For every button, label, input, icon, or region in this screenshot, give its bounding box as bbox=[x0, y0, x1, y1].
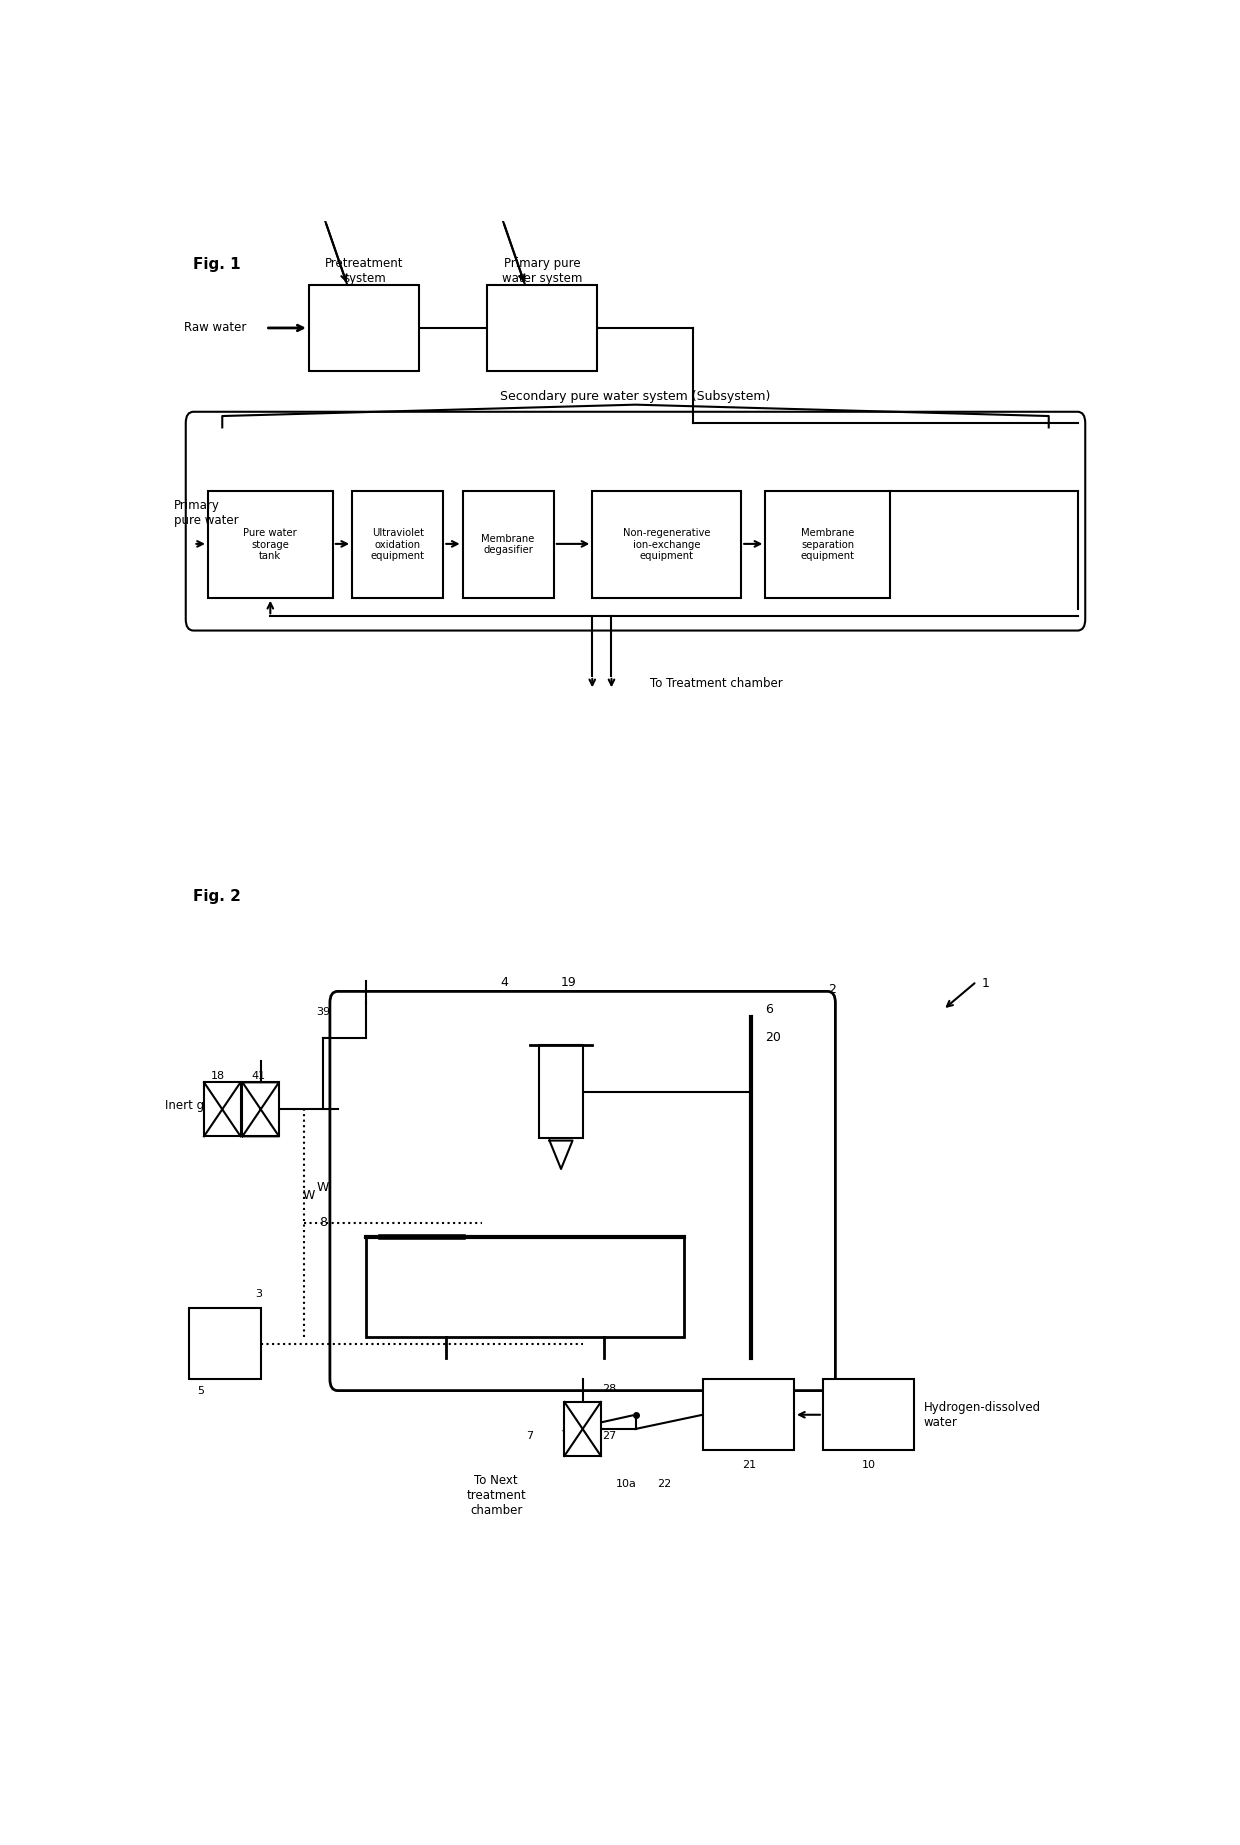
Text: 21: 21 bbox=[742, 1459, 756, 1470]
Text: Primary
pure water: Primary pure water bbox=[174, 498, 239, 526]
FancyBboxPatch shape bbox=[823, 1380, 914, 1450]
FancyBboxPatch shape bbox=[593, 491, 742, 598]
FancyBboxPatch shape bbox=[186, 411, 1085, 631]
Text: Fig. 2: Fig. 2 bbox=[193, 889, 242, 904]
Text: 10a: 10a bbox=[615, 1478, 636, 1489]
Text: 1: 1 bbox=[982, 978, 990, 991]
FancyBboxPatch shape bbox=[539, 1046, 583, 1138]
FancyBboxPatch shape bbox=[352, 491, 444, 598]
Text: Primary pure
water system: Primary pure water system bbox=[502, 256, 583, 284]
FancyBboxPatch shape bbox=[309, 286, 419, 371]
Text: W: W bbox=[317, 1181, 330, 1194]
FancyBboxPatch shape bbox=[703, 1380, 794, 1450]
FancyBboxPatch shape bbox=[243, 1083, 279, 1137]
Text: 2: 2 bbox=[828, 983, 836, 996]
Text: Membrane
separation
equipment: Membrane separation equipment bbox=[801, 528, 854, 561]
Text: Pure water
storage
tank: Pure water storage tank bbox=[243, 528, 298, 561]
FancyBboxPatch shape bbox=[205, 1083, 241, 1137]
FancyBboxPatch shape bbox=[330, 991, 836, 1391]
Text: 28: 28 bbox=[601, 1384, 616, 1395]
Text: To Treatment chamber: To Treatment chamber bbox=[650, 677, 782, 690]
Text: Inert gas: Inert gas bbox=[165, 1098, 217, 1111]
Text: Membrane
degasifier: Membrane degasifier bbox=[481, 533, 534, 555]
Text: 19: 19 bbox=[560, 976, 577, 989]
Text: 6: 6 bbox=[765, 1004, 773, 1017]
Text: 39: 39 bbox=[316, 1007, 330, 1017]
Text: 5: 5 bbox=[197, 1386, 205, 1397]
Text: Ultraviolet
oxidation
equipment: Ultraviolet oxidation equipment bbox=[371, 528, 424, 561]
Text: 8: 8 bbox=[319, 1216, 327, 1229]
FancyBboxPatch shape bbox=[564, 1402, 601, 1456]
Text: 4: 4 bbox=[500, 976, 508, 989]
FancyBboxPatch shape bbox=[463, 491, 554, 598]
Text: W: W bbox=[303, 1188, 315, 1201]
FancyBboxPatch shape bbox=[765, 491, 890, 598]
Text: 10: 10 bbox=[862, 1459, 875, 1470]
Text: 7: 7 bbox=[526, 1432, 533, 1441]
FancyBboxPatch shape bbox=[486, 286, 596, 371]
Text: Non-regenerative
ion-exchange
equipment: Non-regenerative ion-exchange equipment bbox=[622, 528, 711, 561]
Text: Pretreatment
system: Pretreatment system bbox=[325, 256, 404, 284]
Text: Secondary pure water system (Subsystem): Secondary pure water system (Subsystem) bbox=[500, 391, 771, 404]
Text: 3: 3 bbox=[255, 1290, 263, 1299]
Text: Raw water: Raw water bbox=[184, 321, 247, 334]
Text: 22: 22 bbox=[657, 1478, 671, 1489]
FancyBboxPatch shape bbox=[188, 1308, 260, 1380]
Text: 20: 20 bbox=[765, 1031, 781, 1044]
Text: Fig. 1: Fig. 1 bbox=[193, 256, 241, 271]
FancyBboxPatch shape bbox=[367, 1238, 683, 1336]
FancyBboxPatch shape bbox=[208, 491, 332, 598]
Text: 18: 18 bbox=[211, 1070, 224, 1081]
Text: 41: 41 bbox=[252, 1070, 265, 1081]
Text: 27: 27 bbox=[601, 1432, 616, 1441]
Text: To Next
treatment
chamber: To Next treatment chamber bbox=[466, 1474, 526, 1517]
Text: Hydrogen-dissolved
water: Hydrogen-dissolved water bbox=[924, 1400, 1040, 1428]
